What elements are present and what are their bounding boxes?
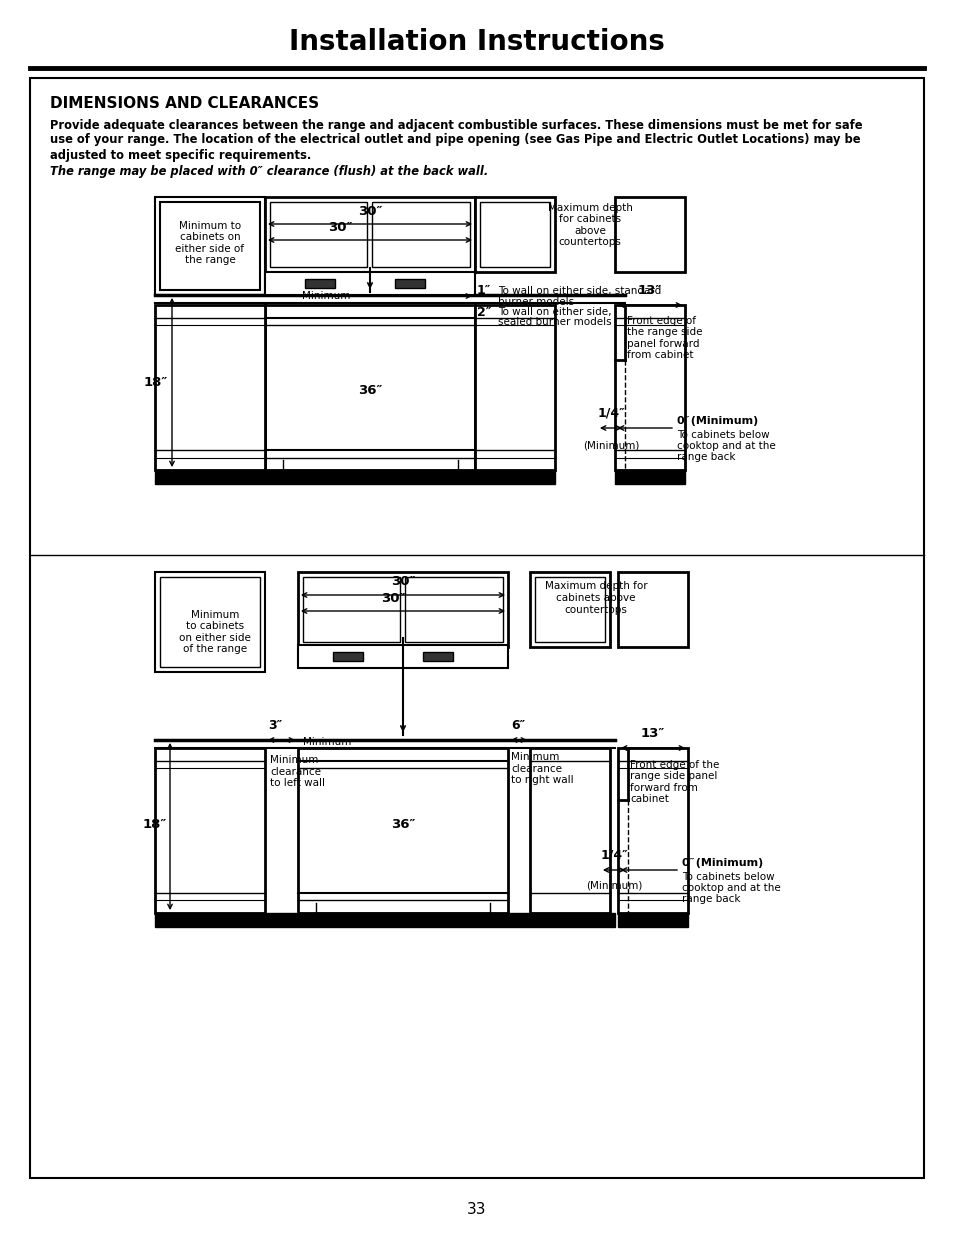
- Bar: [372, 203, 470, 267]
- Bar: [305, 279, 335, 288]
- Bar: [615, 471, 684, 484]
- Text: 2″: 2″: [476, 305, 491, 319]
- Text: cooktop and at the: cooktop and at the: [681, 883, 780, 893]
- Bar: [530, 748, 609, 913]
- Text: Front edge of the
range side panel
forward from
cabinet: Front edge of the range side panel forwa…: [629, 760, 719, 804]
- Text: 33: 33: [467, 1203, 486, 1218]
- Text: 13″: 13″: [640, 727, 664, 740]
- Bar: [535, 577, 604, 642]
- Text: 1″: 1″: [476, 284, 491, 298]
- Text: To wall on either side, standard: To wall on either side, standard: [497, 287, 660, 296]
- Text: 13″: 13″: [638, 284, 661, 296]
- Bar: [615, 305, 684, 471]
- Bar: [154, 198, 265, 295]
- Text: Installation Instructions: Installation Instructions: [289, 28, 664, 56]
- Bar: [297, 645, 507, 668]
- Bar: [30, 78, 923, 1178]
- Bar: [265, 198, 475, 272]
- Text: 0″ (Minimum): 0″ (Minimum): [681, 858, 762, 868]
- Bar: [154, 913, 615, 927]
- Text: adjusted to meet specific requirements.: adjusted to meet specific requirements.: [50, 148, 311, 162]
- Text: cooktop and at the: cooktop and at the: [677, 441, 775, 451]
- Text: 36″: 36″: [391, 819, 415, 831]
- Text: (Minimum): (Minimum): [585, 881, 641, 890]
- Bar: [405, 577, 502, 642]
- Bar: [479, 203, 550, 267]
- Text: Provide adequate clearances between the range and adjacent combustible surfaces.: Provide adequate clearances between the …: [50, 119, 862, 131]
- Bar: [422, 652, 453, 661]
- Text: 30″: 30″: [328, 221, 352, 233]
- Bar: [154, 305, 265, 471]
- Text: 0″ (Minimum): 0″ (Minimum): [677, 416, 758, 426]
- Text: DIMENSIONS AND CLEARANCES: DIMENSIONS AND CLEARANCES: [50, 95, 319, 110]
- Text: 30″: 30″: [391, 576, 415, 588]
- Text: 1/4″: 1/4″: [599, 848, 627, 862]
- Bar: [303, 577, 399, 642]
- Text: Minimum
clearance
to right wall: Minimum clearance to right wall: [511, 752, 573, 785]
- Text: Minimum: Minimum: [301, 291, 350, 301]
- Bar: [297, 748, 507, 913]
- Text: 36″: 36″: [357, 384, 382, 396]
- Bar: [530, 572, 609, 647]
- Text: range back: range back: [677, 452, 735, 462]
- Bar: [297, 572, 507, 647]
- Bar: [154, 572, 265, 672]
- Text: To cabinets below: To cabinets below: [681, 872, 774, 882]
- Bar: [265, 272, 475, 295]
- Text: 30″: 30″: [357, 205, 382, 219]
- Text: Minimum to
cabinets on
either side of
the range: Minimum to cabinets on either side of th…: [175, 221, 244, 266]
- Text: burner models: burner models: [497, 296, 574, 308]
- Text: Minimum
clearance
to left wall: Minimum clearance to left wall: [270, 755, 325, 788]
- Bar: [270, 203, 367, 267]
- Bar: [618, 572, 687, 647]
- Text: 1/4″: 1/4″: [597, 408, 624, 420]
- Bar: [265, 305, 475, 471]
- Bar: [154, 748, 265, 913]
- Bar: [475, 305, 555, 471]
- Text: To cabinets below: To cabinets below: [677, 430, 769, 440]
- Text: 6″: 6″: [511, 719, 525, 732]
- Text: To wall on either side,: To wall on either side,: [497, 308, 611, 317]
- Text: Minimum: Minimum: [303, 737, 351, 747]
- Bar: [615, 198, 684, 272]
- Bar: [160, 203, 260, 290]
- Bar: [618, 748, 687, 913]
- Bar: [333, 652, 363, 661]
- Text: Minimum
to cabinets
on either side
of the range: Minimum to cabinets on either side of th…: [179, 610, 251, 655]
- Text: (Minimum): (Minimum): [582, 440, 639, 450]
- Text: range back: range back: [681, 894, 740, 904]
- Bar: [160, 577, 260, 667]
- Bar: [395, 279, 424, 288]
- Text: Maximum depth
for cabinets
above
countertops: Maximum depth for cabinets above counter…: [547, 203, 632, 247]
- Bar: [154, 471, 555, 484]
- Bar: [618, 913, 687, 927]
- Text: 18″: 18″: [144, 375, 168, 389]
- Text: 3″: 3″: [268, 719, 282, 732]
- Text: Front edge of
the range side
panel forward
from cabinet: Front edge of the range side panel forwa…: [626, 316, 701, 361]
- Text: The range may be placed with 0″ clearance (flush) at the back wall.: The range may be placed with 0″ clearanc…: [50, 165, 488, 179]
- Text: sealed burner models: sealed burner models: [497, 317, 611, 327]
- Text: 30″: 30″: [380, 592, 405, 605]
- Text: Maximum depth for
cabinets above
countertops: Maximum depth for cabinets above counter…: [544, 582, 647, 615]
- Text: 18″: 18″: [143, 819, 167, 831]
- Text: use of your range. The location of the electrical outlet and pipe opening (see G: use of your range. The location of the e…: [50, 133, 860, 147]
- Bar: [475, 198, 555, 272]
